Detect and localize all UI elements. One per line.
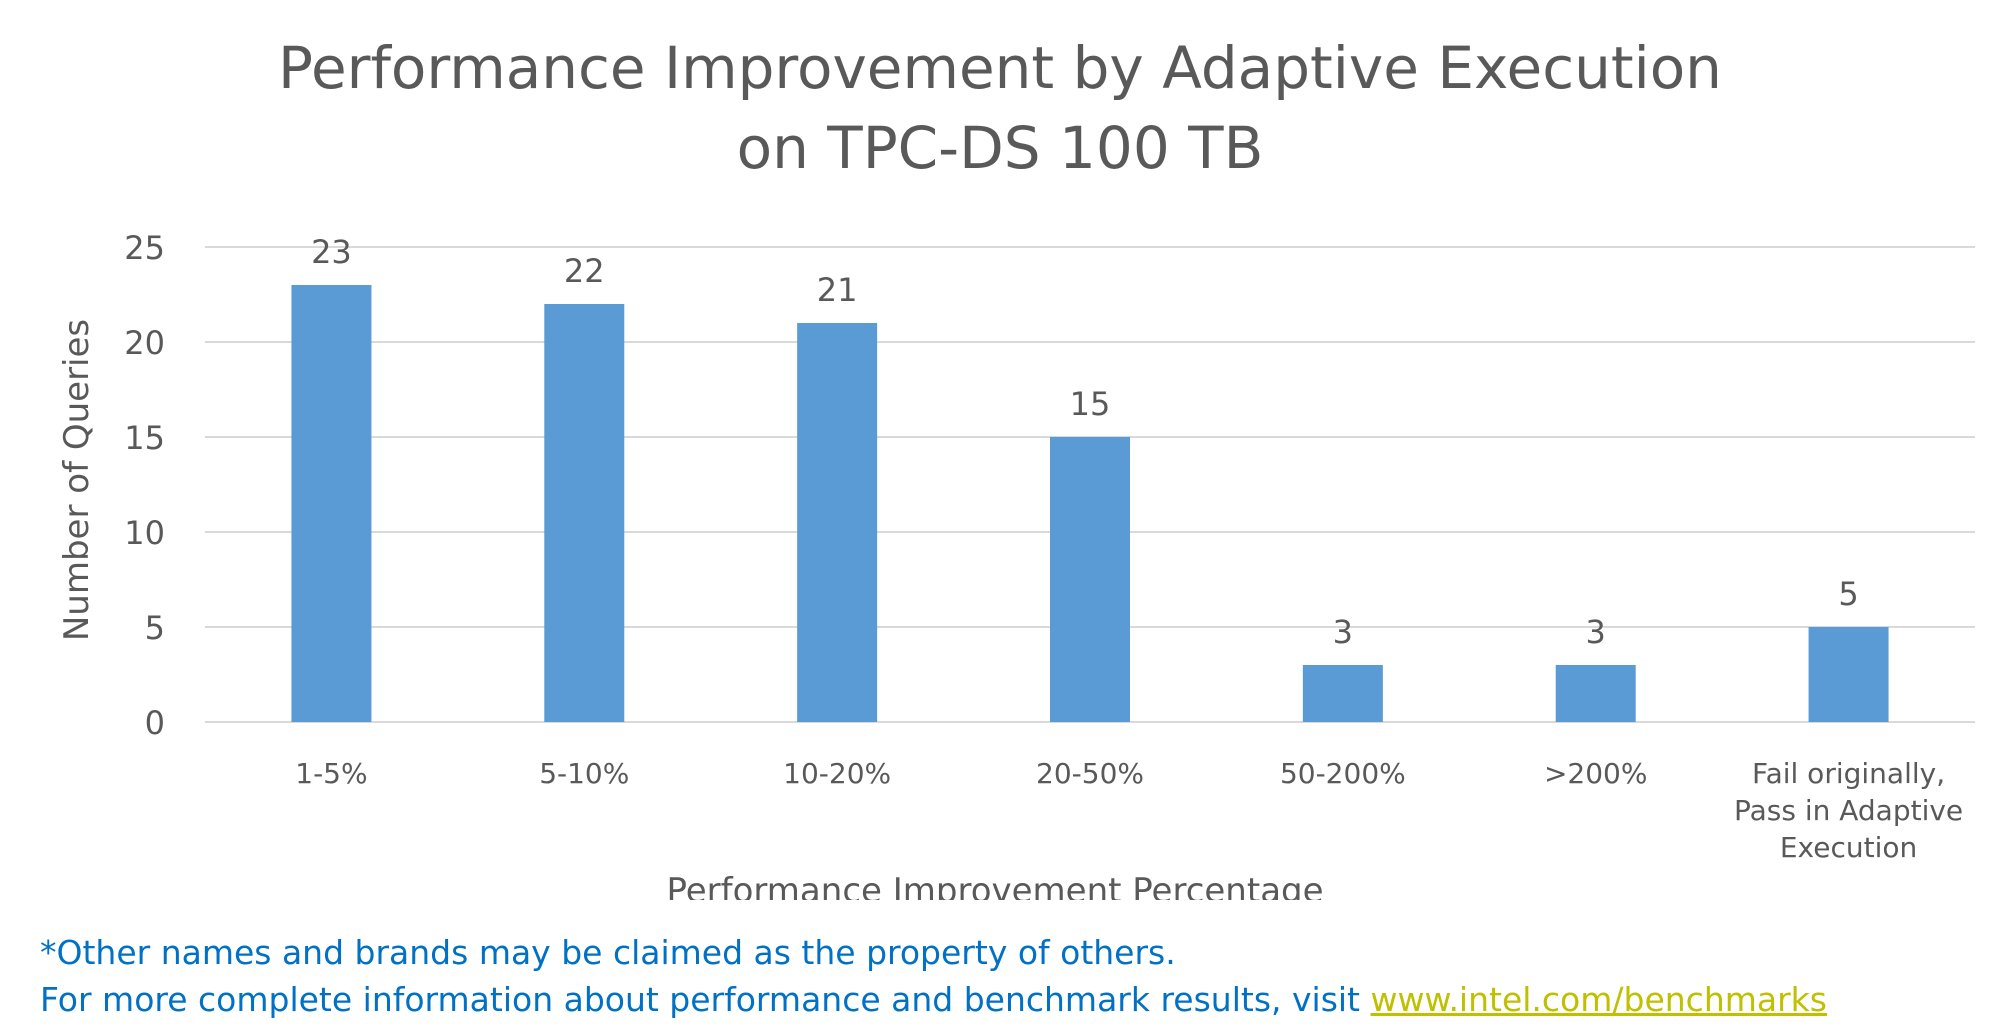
bar <box>1555 665 1636 722</box>
bar <box>1050 437 1130 722</box>
bar <box>797 323 878 722</box>
bar <box>544 304 625 722</box>
y-tick-label: 25 <box>124 229 165 267</box>
benchmarks-link[interactable]: www.intel.com/benchmarks <box>1370 980 1827 1019</box>
y-tick-label: 0 <box>145 704 165 742</box>
data-label: 3 <box>1586 613 1606 651</box>
x-tick-label: Fail originally, Pass in Adaptive Executio… <box>1734 757 1963 864</box>
data-label: 5 <box>1838 575 1858 613</box>
chart-title-line-1: Performance Improvement by Adaptive Exec… <box>278 34 1722 102</box>
y-tick-label: 5 <box>145 609 165 647</box>
x-tick-label: 50-200% <box>1280 757 1406 790</box>
bars <box>291 285 1889 722</box>
data-label: 23 <box>311 233 352 271</box>
data-label: 3 <box>1333 613 1353 651</box>
footnote-benchmark-text: For more complete information about perf… <box>40 980 1371 1019</box>
data-label: 22 <box>564 252 605 290</box>
x-axis-ticks: 1-5% 5-10% 10-20% 20-50% 50-200% >200% Fail or… <box>295 757 1963 864</box>
bar <box>291 285 372 722</box>
bar <box>1302 665 1383 722</box>
footnote-benchmark-info: For more complete information about perf… <box>40 980 1827 1019</box>
chart-title-line-2: on TPC-DS 100 TB <box>736 114 1264 182</box>
x-axis-label: Performance Improvement Percentage <box>666 871 1323 900</box>
y-axis-ticks: 0 5 10 15 20 25 <box>124 229 165 742</box>
x-tick-label: 1-5% <box>295 757 367 790</box>
y-tick-label: 10 <box>124 514 165 552</box>
data-label: 21 <box>817 271 858 309</box>
y-tick-label: 15 <box>124 419 165 457</box>
x-tick-label: 10-20% <box>783 757 891 790</box>
data-labels: 23 22 21 15 3 3 5 <box>311 233 1859 651</box>
data-label: 15 <box>1070 385 1111 423</box>
x-tick-label: >200% <box>1544 757 1648 790</box>
x-tick-label: 20-50% <box>1036 757 1144 790</box>
x-tick-label: 5-10% <box>539 757 629 790</box>
y-axis-label: Number of Queries <box>57 319 97 641</box>
bar-chart: 0 5 10 15 20 25 23 22 21 15 3 3 5 1-5% 5-10% 10-20% 20… <box>57 229 1975 900</box>
y-tick-label: 20 <box>124 324 165 362</box>
bar <box>1808 627 1889 722</box>
footnote-disclaimer: *Other names and brands may be claimed a… <box>40 933 1176 972</box>
